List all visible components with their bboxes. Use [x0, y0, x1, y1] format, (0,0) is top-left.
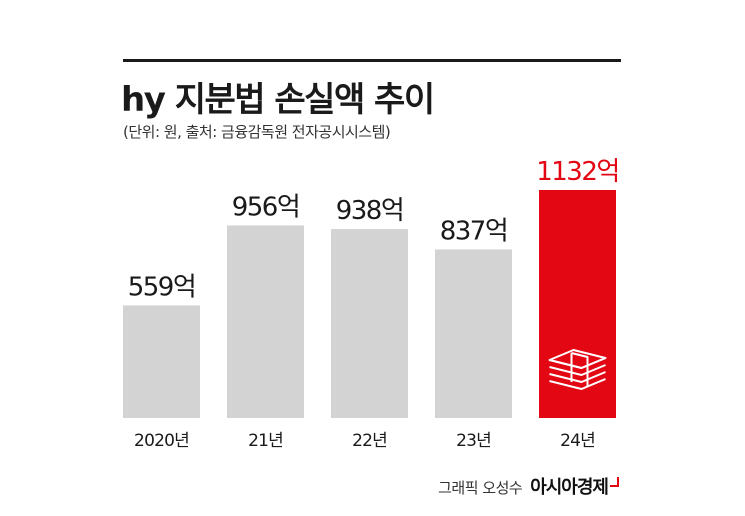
title-rule [123, 59, 621, 62]
value-label-3: 837억 [440, 216, 508, 246]
brand-logo: 아시아경제 [530, 473, 619, 499]
category-label-3: 23년 [456, 431, 491, 451]
stack-band [570, 352, 589, 386]
value-label-4: 1132억 [536, 157, 619, 187]
bar-3 [435, 249, 512, 418]
bar-2 [331, 229, 408, 418]
credit-line: 그래픽 오성수 아시아경제 [438, 473, 619, 499]
category-label-1: 21년 [248, 431, 283, 451]
category-label-0: 2020년 [134, 431, 189, 451]
value-label-0: 559억 [128, 272, 196, 302]
stack-layer-2 [549, 364, 606, 376]
stack-layer-1 [549, 371, 606, 383]
value-label-2: 938억 [336, 196, 404, 226]
bar-4 [539, 190, 616, 418]
bar-0 [123, 305, 200, 418]
chart-title: hy 지분법 손실액 추이 [121, 80, 435, 120]
stack-layer-0 [549, 378, 606, 390]
value-label-1: 956억 [232, 192, 300, 222]
graphic-credit: 그래픽 오성수 [438, 479, 523, 497]
category-label-2: 22년 [352, 431, 387, 451]
chart-subtitle: (단위: 원, 출처: 금융감독원 전자공시시스템) [123, 123, 391, 141]
brand-name: 아시아경제 [530, 477, 609, 498]
category-label-4: 24년 [560, 431, 595, 451]
bar-1 [227, 225, 304, 418]
money-stack-icon [548, 349, 607, 390]
brand-mark-icon [610, 477, 619, 487]
